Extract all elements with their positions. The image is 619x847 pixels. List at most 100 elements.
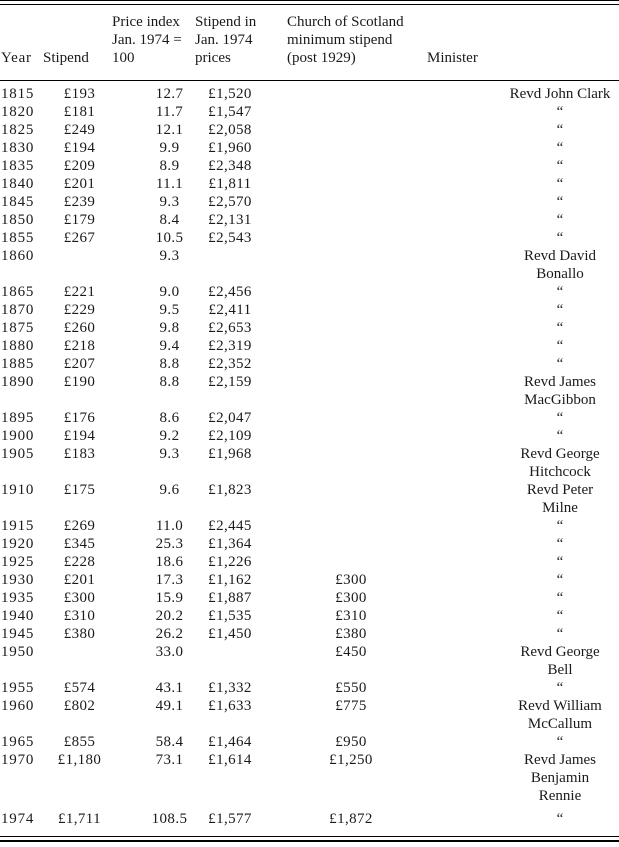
- cell-stipend: £190: [63, 374, 96, 390]
- cell-stipend: £300: [63, 590, 96, 606]
- cell-church-minimum: £950: [335, 734, 367, 750]
- cell-price-index: 58.4: [155, 734, 184, 750]
- top-double-rule: [0, 0, 619, 5]
- cell-stipend: £193: [63, 86, 96, 102]
- cell-minister: Revd James MacGibbon: [523, 374, 597, 408]
- cell-price-index: 25.3: [155, 536, 184, 552]
- cell-stipend-1974: £1,887: [208, 590, 252, 606]
- table-row: 1900 £194 9.2 £2,109 “: [0, 427, 619, 445]
- table-row: 1880 £218 9.4 £2,319 “: [0, 337, 619, 355]
- cell-stipend-1974: £2,058: [208, 122, 252, 138]
- column-header-church-minimum: Church of Scotland minimum stipend (post…: [287, 14, 404, 66]
- cell-price-index: 11.1: [155, 176, 184, 192]
- cell-minister: “: [556, 194, 564, 210]
- cell-stipend: £183: [63, 446, 96, 462]
- cell-year: 1945: [1, 626, 35, 642]
- cell-stipend-1974: £1,823: [208, 482, 252, 498]
- cell-church-minimum: [287, 211, 427, 229]
- cell-stipend: £802: [63, 698, 96, 714]
- cell-price-index: 9.5: [159, 302, 180, 318]
- cell-year: 1935: [1, 590, 35, 606]
- cell-price-index: 9.2: [159, 428, 180, 444]
- cell-price-index: 9.6: [159, 482, 180, 498]
- cell-price-index: 8.4: [159, 212, 180, 228]
- cell-stipend-1974: £2,445: [208, 518, 252, 534]
- cell-church-minimum: [287, 337, 427, 355]
- cell-price-index: 11.7: [155, 104, 184, 120]
- cell-stipend: £380: [63, 626, 96, 642]
- cell-stipend: £176: [63, 410, 96, 426]
- cell-year: 1890: [1, 374, 35, 390]
- cell-stipend: £201: [63, 176, 96, 192]
- cell-year: 1925: [1, 554, 35, 570]
- table-row: 1855 £267 10.5 £2,543 “: [0, 229, 619, 247]
- cell-price-index: 12.1: [155, 122, 184, 138]
- cell-year: 1974: [1, 811, 35, 827]
- cell-minister: “: [556, 140, 564, 156]
- cell-year: 1915: [1, 518, 35, 534]
- table-row: 1925 £228 18.6 £1,226 “: [0, 553, 619, 571]
- cell-price-index: 8.6: [159, 410, 180, 426]
- cell-minister: “: [556, 302, 564, 318]
- cell-stipend-1974: £1,535: [208, 608, 252, 624]
- cell-minister: “: [556, 104, 564, 120]
- cell-year: 1860: [1, 248, 35, 264]
- table-row: 1815 £193 12.7 £1,520 Revd John Clark: [0, 85, 619, 103]
- cell-stipend-1974: £2,570: [208, 194, 252, 210]
- cell-year: 1910: [1, 482, 35, 498]
- table-body: 1815 £193 12.7 £1,520 Revd John Clark 18…: [0, 81, 619, 828]
- table-row: 1875 £260 9.8 £2,653 “: [0, 319, 619, 337]
- cell-minister: “: [556, 230, 564, 246]
- cell-church-minimum: £380: [335, 626, 367, 642]
- cell-church-minimum: [287, 319, 427, 337]
- table-row: 1950 33.0 £450 Revd George Bell: [0, 643, 619, 679]
- cell-stipend-1974: £2,348: [208, 158, 252, 174]
- cell-minister: “: [556, 572, 564, 588]
- table-row: 1860 9.3 Revd David Bonallo: [0, 247, 619, 283]
- table-row: 1910 £175 9.6 £1,823 Revd Peter Milne: [0, 481, 619, 517]
- column-header-stipend-1974: Stipend in Jan. 1974 prices: [195, 14, 257, 66]
- cell-church-minimum: [287, 247, 427, 283]
- bottom-double-rule: [0, 836, 619, 842]
- cell-year: 1880: [1, 338, 35, 354]
- cell-year: 1895: [1, 410, 35, 426]
- cell-stipend-1974: £1,633: [208, 698, 252, 714]
- table-row: 1820 £181 11.7 £1,547 “: [0, 103, 619, 121]
- table-row: 1945 £380 26.2 £1,450 £380 “: [0, 625, 619, 643]
- cell-minister: “: [556, 158, 564, 174]
- cell-price-index: 108.5: [151, 811, 188, 827]
- cell-minister: “: [556, 626, 564, 642]
- cell-church-minimum: £310: [335, 608, 367, 624]
- cell-church-minimum: [287, 139, 427, 157]
- cell-price-index: 20.2: [155, 608, 184, 624]
- cell-church-minimum: [287, 481, 427, 517]
- table-row: 1970 £1,180 73.1 £1,614 £1,250 Revd Jame…: [0, 751, 619, 805]
- cell-year: 1835: [1, 158, 35, 174]
- cell-price-index: 43.1: [155, 680, 184, 696]
- cell-price-index: 17.3: [155, 572, 184, 588]
- cell-stipend: £194: [63, 428, 96, 444]
- cell-minister: “: [556, 536, 564, 552]
- cell-stipend-1974: £1,614: [208, 752, 252, 768]
- cell-minister: “: [556, 356, 564, 372]
- cell-stipend: [43, 247, 112, 283]
- cell-church-minimum: [287, 427, 427, 445]
- cell-stipend-1974: £2,352: [208, 356, 252, 372]
- cell-year: 1905: [1, 446, 35, 462]
- table-row: 1845 £239 9.3 £2,570 “: [0, 193, 619, 211]
- header-separator-rule: [0, 80, 619, 81]
- cell-price-index: 11.0: [155, 518, 184, 534]
- cell-stipend: [43, 643, 112, 679]
- cell-stipend: £175: [63, 482, 96, 498]
- cell-stipend: £855: [63, 734, 96, 750]
- cell-church-minimum: [287, 445, 427, 481]
- cell-minister: “: [556, 176, 564, 192]
- cell-stipend-1974: £2,109: [208, 428, 252, 444]
- cell-stipend: £207: [63, 356, 96, 372]
- cell-price-index: 49.1: [155, 698, 184, 714]
- cell-price-index: 8.8: [159, 374, 180, 390]
- cell-year: 1815: [1, 86, 35, 102]
- cell-stipend: £209: [63, 158, 96, 174]
- cell-church-minimum: [287, 409, 427, 427]
- table-row: 1835 £209 8.9 £2,348 “: [0, 157, 619, 175]
